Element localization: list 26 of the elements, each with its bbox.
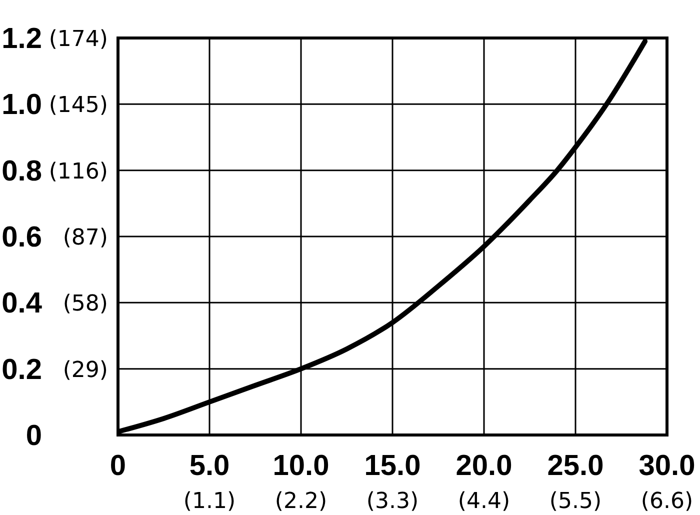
x2-tick-label: (3.3) (366, 489, 419, 514)
x-tick-label: 10.0 (272, 450, 330, 482)
x2-tick-label: (6.6) (640, 489, 694, 514)
x-tick-label: 30.0 (638, 450, 696, 482)
x2-tick-label: (2.2) (274, 489, 328, 514)
x2-tick-label: (1.1) (183, 489, 236, 514)
x-tick-label: 25.0 (547, 450, 604, 482)
y-tick-label: 0.2 (2, 354, 42, 386)
y2-tick-label: (116) (48, 159, 108, 184)
y-tick-label: 0.6 (2, 222, 42, 254)
x-tick-label: 20.0 (456, 450, 512, 482)
y2-tick-label: (58) (62, 292, 108, 317)
y2-tick-label: (29) (62, 358, 108, 383)
x-tick-label: 15.0 (364, 450, 421, 482)
y2-tick-label: (145) (48, 93, 108, 118)
x-tick-label: 0 (110, 450, 126, 482)
y2-tick-label: (174) (48, 27, 108, 52)
y-tick-label: 0.8 (2, 155, 42, 188)
x2-tick-label: (5.5) (549, 489, 602, 514)
y-tick-label: 1.2 (2, 23, 42, 55)
y-tick-label: 0.4 (2, 288, 42, 320)
x-tick-label: 5.0 (189, 450, 230, 482)
y-tick-label: 0 (26, 420, 42, 452)
x2-tick-label: (4.4) (458, 489, 510, 514)
y-tick-label: 1.0 (2, 89, 42, 122)
y2-tick-label: (87) (62, 226, 108, 250)
